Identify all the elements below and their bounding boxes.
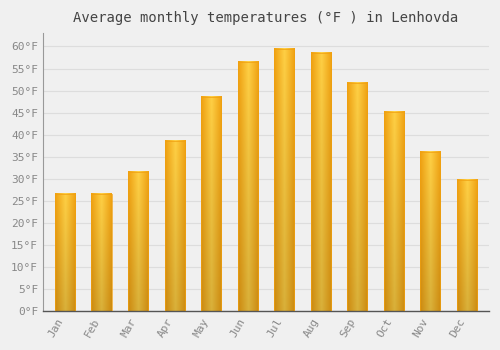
Bar xyxy=(420,153,440,312)
Bar xyxy=(457,180,477,312)
Bar xyxy=(238,62,258,312)
Bar xyxy=(55,194,75,312)
Bar xyxy=(310,53,331,312)
Bar xyxy=(274,49,294,312)
Bar xyxy=(201,97,221,312)
Bar xyxy=(92,194,112,312)
Bar xyxy=(128,172,148,312)
Title: Average monthly temperatures (°F ) in Lenhovda: Average monthly temperatures (°F ) in Le… xyxy=(74,11,458,25)
Bar xyxy=(384,112,404,312)
Bar xyxy=(348,83,368,312)
Bar xyxy=(164,141,184,312)
